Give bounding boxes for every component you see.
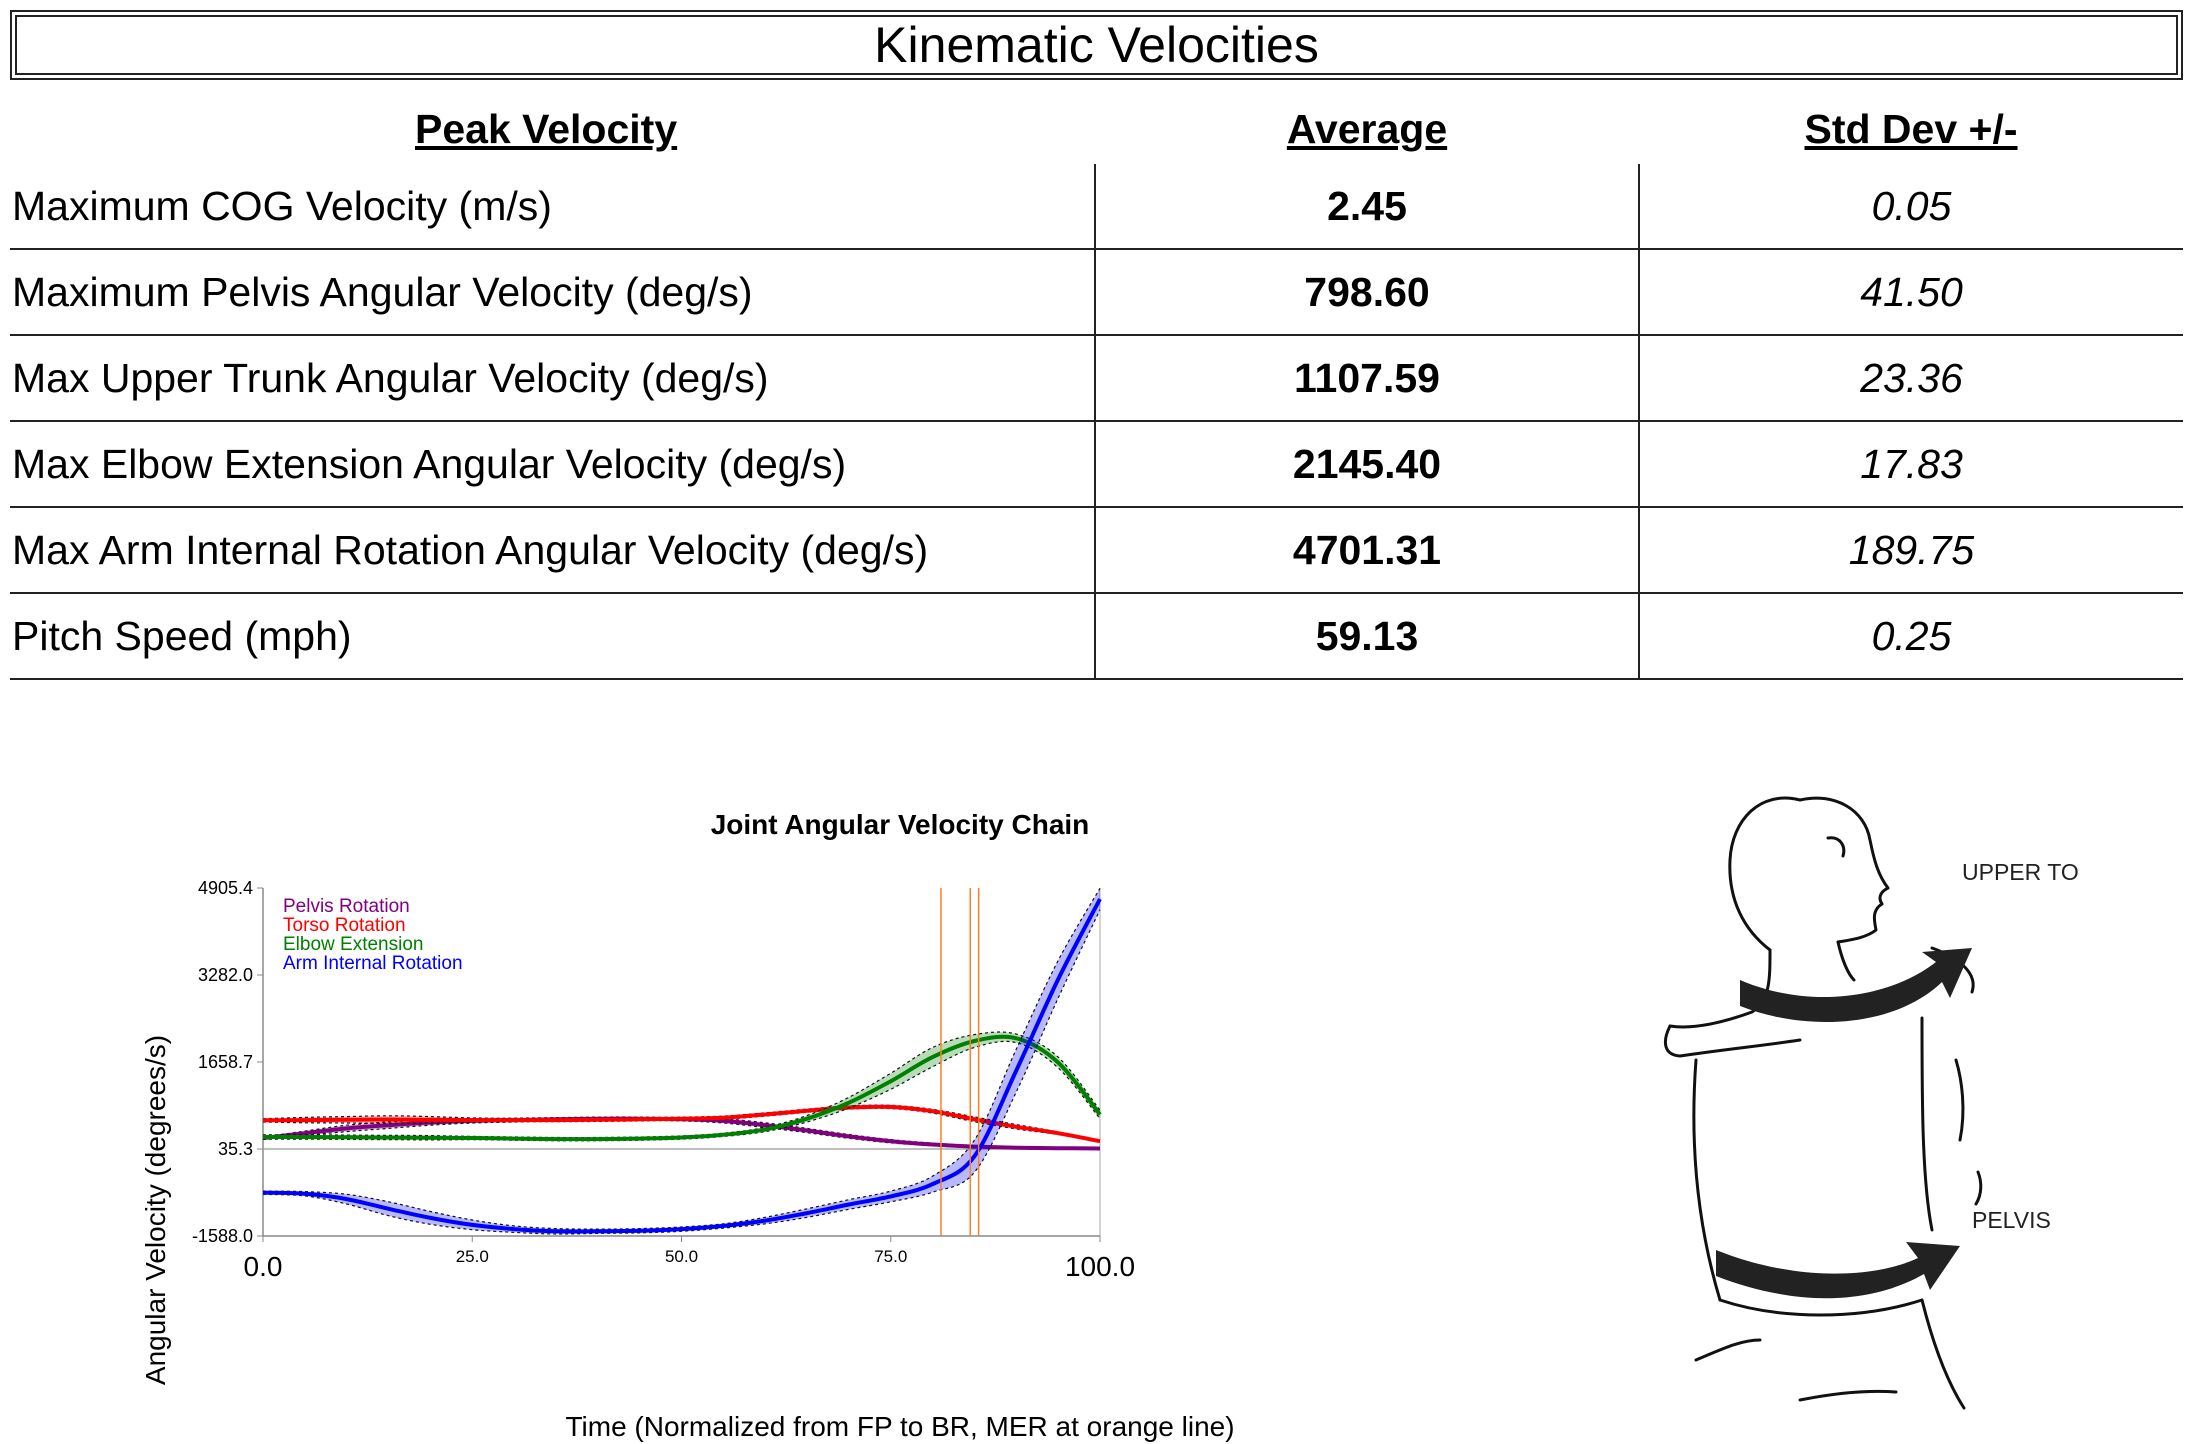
series-line [262, 1034, 1102, 1142]
pelvis-arrow [1716, 1242, 1960, 1299]
plot-area: -1588.0 35.3 1658.7 3282.0 4905.4 0.0 25.0 50.0… [192, 878, 1135, 1282]
row-label: Max Elbow Extension Angular Velocity (de… [10, 421, 1095, 508]
chart-title: Joint Angular Velocity Chain [711, 809, 1090, 840]
x-axis-label: Time (Normalized from FP to BR, MER at o… [565, 1411, 1234, 1442]
table-row: Maximum COG Velocity (m/s) 2.45 0.05 [10, 164, 2183, 250]
row-label: Max Arm Internal Rotation Angular Veloci… [10, 507, 1095, 594]
series-band-upper-edge [263, 1031, 1101, 1139]
thrower-figure-illustration: UPPER TORSO PELVIS [1663, 796, 2080, 1410]
legend-entry: Torso Rotation [283, 915, 406, 936]
row-label: Max Upper Trunk Angular Velocity (deg/s) [10, 335, 1095, 422]
table-row: Max Arm Internal Rotation Angular Veloci… [10, 507, 2183, 594]
series-band-lower-edge [262, 1040, 1101, 1142]
table-row: Max Elbow Extension Angular Velocity (de… [10, 421, 2183, 508]
y-tick-label: 1658.7 [198, 1052, 253, 1072]
row-label: Maximum Pelvis Angular Velocity (deg/s) [10, 249, 1095, 336]
table-header-row: Peak Velocity Average Std Dev +/- [10, 94, 2183, 164]
figure-label-pelvis: PELVIS [1972, 1207, 2051, 1233]
legend-entry: Arm Internal Rotation [283, 953, 463, 974]
page-title: Kinematic Velocities [15, 15, 2178, 75]
y-tick-label: -1588.0 [192, 1226, 253, 1246]
upper-torso-arrow [1740, 948, 1972, 1023]
series-line [262, 1104, 1101, 1144]
velocities-table: Peak Velocity Average Std Dev +/- Maximu… [10, 94, 2183, 680]
row-std-dev: 0.05 [1638, 164, 2183, 250]
row-std-dev: 0.25 [1638, 593, 2183, 680]
row-label: Pitch Speed (mph) [10, 593, 1095, 680]
row-average: 59.13 [1094, 593, 1639, 680]
column-header-peak-velocity: Peak Velocity [415, 105, 678, 152]
y-tick-label: 35.3 [218, 1139, 253, 1159]
joint-angular-velocity-chart: Joint Angular Velocity Chain Angular Vel… [140, 809, 1235, 1442]
x-tick-label: 75.0 [874, 1247, 907, 1266]
x-tick-label: 50.0 [665, 1247, 698, 1266]
x-tick-label: 100.0 [1065, 1251, 1135, 1282]
row-average: 1107.59 [1094, 335, 1639, 422]
row-std-dev: 23.36 [1638, 335, 2183, 422]
series-band-upper-edge [262, 887, 1101, 1230]
row-std-dev: 17.83 [1638, 421, 2183, 508]
y-tick-label: 4905.4 [198, 878, 253, 898]
row-average: 798.60 [1094, 249, 1639, 336]
legend-entry: Elbow Extension [283, 934, 423, 955]
table-row: Max Upper Trunk Angular Velocity (deg/s)… [10, 335, 2183, 422]
row-average: 2145.40 [1094, 421, 1639, 508]
table-row: Pitch Speed (mph) 59.13 0.25 [10, 593, 2183, 680]
title-box: Kinematic Velocities [10, 10, 2183, 80]
legend-entry: Pelvis Rotation [283, 896, 410, 917]
row-std-dev: 189.75 [1638, 507, 2183, 594]
y-tick-label: 3282.0 [198, 965, 253, 985]
table-row: Maximum Pelvis Angular Velocity (deg/s) … [10, 249, 2183, 336]
row-average: 4701.31 [1094, 507, 1639, 594]
column-header-average: Average [1286, 105, 1448, 152]
series-band-lower-edge [262, 909, 1101, 1235]
series-band-lower-edge [262, 1119, 1101, 1150]
x-tick-label: 0.0 [244, 1251, 283, 1282]
row-std-dev: 41.50 [1638, 249, 2183, 336]
row-average: 2.45 [1094, 164, 1639, 250]
series-line [262, 898, 1102, 1234]
figure-label-upper-torso: UPPER TORSO [1962, 859, 2080, 885]
x-tick-label: 25.0 [456, 1247, 489, 1266]
row-label: Maximum COG Velocity (m/s) [10, 164, 1095, 250]
y-axis-label: Angular Velocity (degrees/s) [140, 1035, 171, 1385]
column-header-std-dev: Std Dev +/- [1804, 105, 2018, 152]
